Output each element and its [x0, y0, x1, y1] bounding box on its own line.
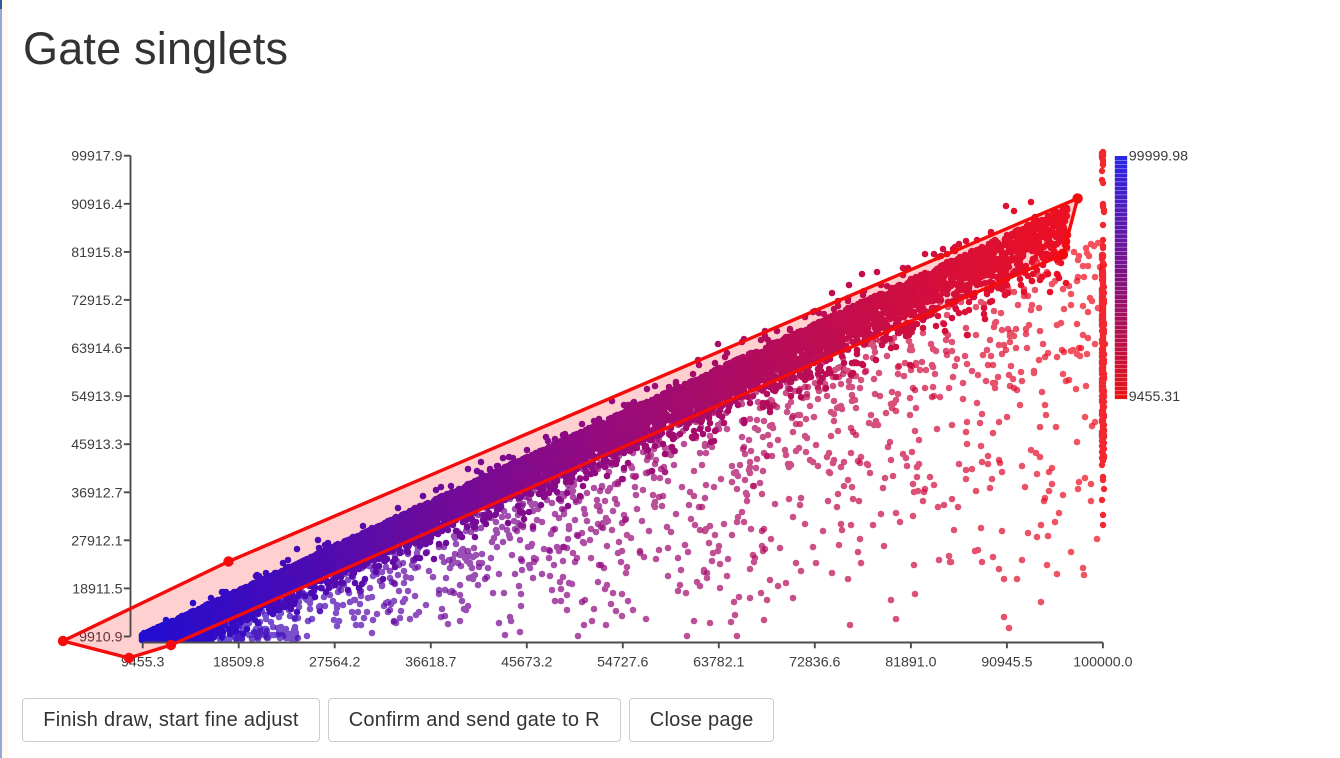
svg-text:18509.8: 18509.8 [213, 655, 264, 671]
svg-text:27564.2: 27564.2 [309, 655, 360, 671]
svg-text:72836.6: 72836.6 [789, 655, 840, 671]
svg-text:54913.9: 54913.9 [71, 389, 122, 405]
svg-text:90916.4: 90916.4 [71, 197, 122, 213]
svg-text:99999.98: 99999.98 [1129, 148, 1188, 164]
svg-text:63782.1: 63782.1 [693, 655, 744, 671]
svg-text:90945.5: 90945.5 [981, 655, 1032, 671]
svg-text:45913.3: 45913.3 [71, 437, 122, 453]
svg-text:36912.7: 36912.7 [71, 485, 122, 501]
svg-text:100000.0: 100000.0 [1073, 655, 1132, 671]
svg-text:9910.9: 9910.9 [79, 630, 123, 646]
svg-text:54727.6: 54727.6 [597, 655, 648, 671]
svg-text:9455.31: 9455.31 [1129, 389, 1180, 405]
svg-text:72915.2: 72915.2 [71, 293, 122, 309]
svg-text:18911.5: 18911.5 [72, 581, 122, 597]
svg-text:36618.7: 36618.7 [405, 655, 456, 671]
svg-text:45673.2: 45673.2 [501, 655, 552, 671]
svg-text:63914.6: 63914.6 [71, 341, 122, 357]
svg-text:27912.1: 27912.1 [71, 533, 122, 549]
svg-text:81915.8: 81915.8 [71, 245, 122, 261]
svg-text:81891.0: 81891.0 [885, 655, 936, 671]
svg-text:99917.9: 99917.9 [71, 149, 122, 165]
